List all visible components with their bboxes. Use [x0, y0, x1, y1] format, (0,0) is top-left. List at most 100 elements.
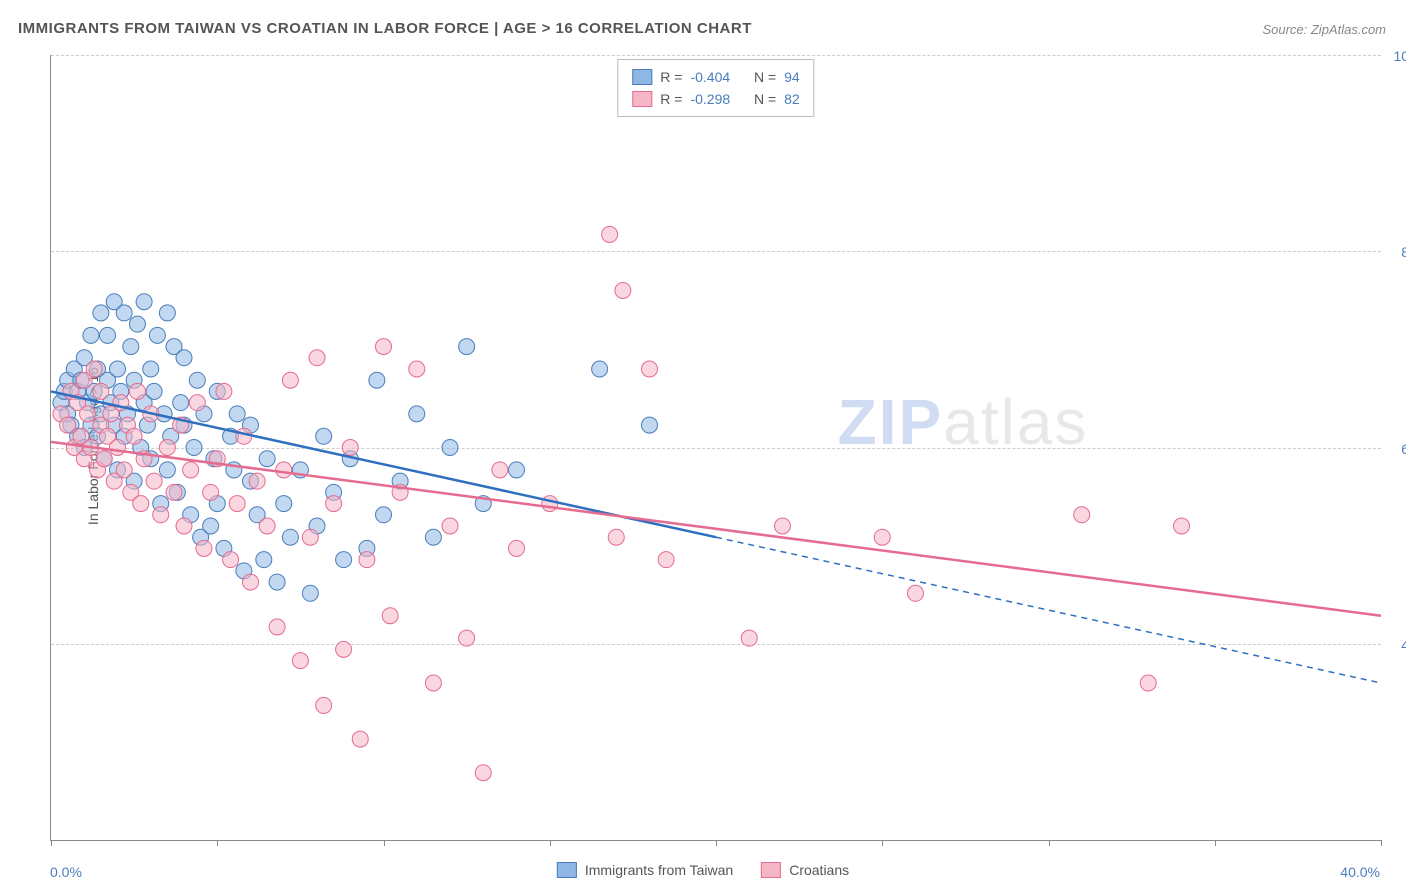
scatter-point-croatians	[80, 406, 96, 422]
scatter-svg	[51, 55, 1381, 840]
scatter-point-taiwan	[256, 552, 272, 568]
scatter-point-taiwan	[509, 462, 525, 478]
scatter-point-croatians	[282, 372, 298, 388]
scatter-point-croatians	[249, 473, 265, 489]
scatter-point-taiwan	[203, 518, 219, 534]
scatter-point-croatians	[1140, 675, 1156, 691]
x-tick	[1381, 840, 1382, 846]
scatter-point-taiwan	[259, 451, 275, 467]
scatter-point-taiwan	[146, 383, 162, 399]
scatter-point-croatians	[243, 574, 259, 590]
scatter-point-croatians	[741, 630, 757, 646]
scatter-point-taiwan	[129, 316, 145, 332]
scatter-point-croatians	[316, 697, 332, 713]
scatter-point-taiwan	[425, 529, 441, 545]
legend-n-croatians: 82	[784, 88, 800, 110]
legend-n-label: N =	[754, 66, 776, 88]
scatter-point-taiwan	[642, 417, 658, 433]
scatter-point-croatians	[492, 462, 508, 478]
x-tick	[384, 840, 385, 846]
scatter-point-croatians	[608, 529, 624, 545]
scatter-point-taiwan	[110, 361, 126, 377]
scatter-point-croatians	[336, 641, 352, 657]
scatter-point-croatians	[908, 585, 924, 601]
scatter-point-croatians	[1074, 507, 1090, 523]
scatter-point-croatians	[259, 518, 275, 534]
series-legend-croatians: Croatians	[761, 862, 849, 878]
scatter-point-taiwan	[123, 339, 139, 355]
scatter-point-croatians	[658, 552, 674, 568]
scatter-point-taiwan	[276, 496, 292, 512]
scatter-point-croatians	[326, 496, 342, 512]
scatter-point-croatians	[352, 731, 368, 747]
scatter-point-croatians	[229, 496, 245, 512]
scatter-point-croatians	[382, 608, 398, 624]
series-name-taiwan: Immigrants from Taiwan	[585, 862, 733, 878]
scatter-point-taiwan	[229, 406, 245, 422]
scatter-point-taiwan	[159, 462, 175, 478]
scatter-point-croatians	[216, 383, 232, 399]
scatter-point-croatians	[342, 440, 358, 456]
scatter-point-croatians	[176, 518, 192, 534]
scatter-point-taiwan	[282, 529, 298, 545]
scatter-point-taiwan	[336, 552, 352, 568]
scatter-point-croatians	[615, 283, 631, 299]
scatter-point-croatians	[93, 383, 109, 399]
scatter-point-croatians	[126, 428, 142, 444]
swatch-croatians-2	[761, 862, 781, 878]
scatter-point-taiwan	[116, 305, 132, 321]
scatter-point-croatians	[110, 440, 126, 456]
legend-r-taiwan: -0.404	[690, 66, 730, 88]
scatter-point-taiwan	[409, 406, 425, 422]
scatter-point-croatians	[269, 619, 285, 635]
scatter-point-croatians	[542, 496, 558, 512]
scatter-point-croatians	[475, 765, 491, 781]
scatter-point-croatians	[183, 462, 199, 478]
x-tick	[1215, 840, 1216, 846]
source-caption: Source: ZipAtlas.com	[1262, 22, 1386, 37]
scatter-point-croatians	[1174, 518, 1190, 534]
correlation-legend: R = -0.404 N = 94 R = -0.298 N = 82	[617, 59, 814, 117]
scatter-point-taiwan	[100, 327, 116, 343]
scatter-point-taiwan	[176, 350, 192, 366]
x-tick	[51, 840, 52, 846]
y-tick-label: 82.5%	[1401, 244, 1406, 260]
legend-n-taiwan: 94	[784, 66, 800, 88]
legend-row-taiwan: R = -0.404 N = 94	[632, 66, 799, 88]
scatter-point-taiwan	[93, 305, 109, 321]
scatter-point-croatians	[60, 417, 76, 433]
scatter-point-taiwan	[149, 327, 165, 343]
scatter-point-taiwan	[143, 361, 159, 377]
scatter-point-taiwan	[159, 305, 175, 321]
scatter-point-taiwan	[302, 585, 318, 601]
scatter-point-taiwan	[376, 507, 392, 523]
y-tick-label: 47.5%	[1401, 637, 1406, 653]
scatter-point-croatians	[425, 675, 441, 691]
scatter-point-croatians	[874, 529, 890, 545]
scatter-point-croatians	[309, 350, 325, 366]
trend-line-ext-taiwan	[716, 537, 1381, 683]
scatter-point-croatians	[276, 462, 292, 478]
scatter-point-croatians	[189, 395, 205, 411]
scatter-point-taiwan	[173, 395, 189, 411]
scatter-point-croatians	[442, 518, 458, 534]
x-tick	[550, 840, 551, 846]
scatter-point-croatians	[96, 451, 112, 467]
series-legend-taiwan: Immigrants from Taiwan	[557, 862, 733, 878]
scatter-point-taiwan	[136, 294, 152, 310]
scatter-point-taiwan	[369, 372, 385, 388]
legend-r-croatians: -0.298	[690, 88, 730, 110]
scatter-point-croatians	[86, 361, 102, 377]
series-name-croatians: Croatians	[789, 862, 849, 878]
scatter-point-taiwan	[442, 440, 458, 456]
scatter-point-croatians	[642, 361, 658, 377]
legend-row-croatians: R = -0.298 N = 82	[632, 88, 799, 110]
scatter-point-taiwan	[459, 339, 475, 355]
scatter-point-croatians	[459, 630, 475, 646]
scatter-point-croatians	[166, 484, 182, 500]
scatter-point-croatians	[196, 540, 212, 556]
scatter-point-croatians	[509, 540, 525, 556]
x-tick	[882, 840, 883, 846]
scatter-point-croatians	[223, 552, 239, 568]
legend-r-label-2: R =	[660, 88, 682, 110]
